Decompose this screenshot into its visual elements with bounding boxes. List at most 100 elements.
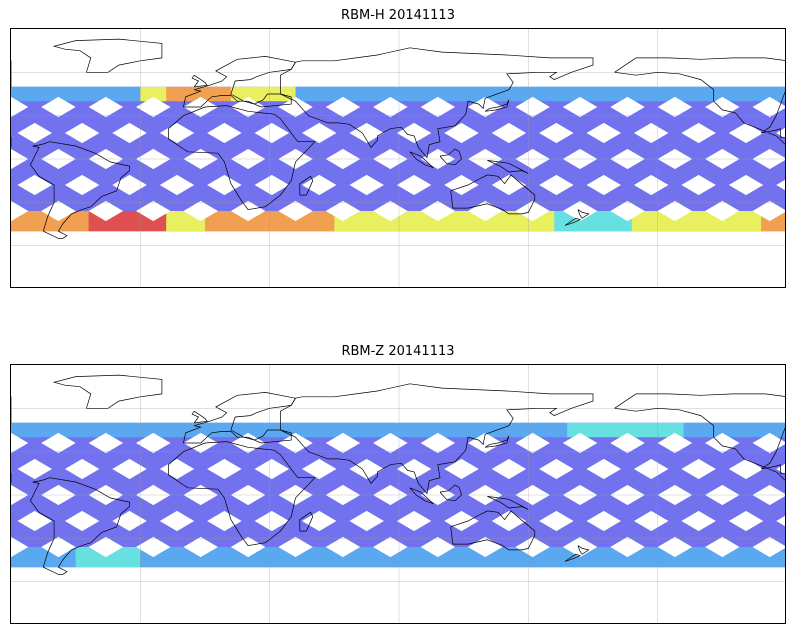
swath-cell — [463, 547, 478, 568]
swath-gap — [515, 96, 550, 118]
swath-cell — [166, 422, 180, 438]
swath-cell — [593, 422, 607, 438]
coastline-new-zealand-s — [564, 553, 582, 562]
coastline-new-zealand-n — [577, 545, 590, 555]
swath-cell — [114, 86, 128, 102]
swath-gap — [325, 200, 361, 222]
swath-cell — [631, 422, 646, 438]
swath-cell — [774, 211, 785, 232]
swath-cell — [437, 86, 452, 102]
swath-cell — [23, 422, 38, 438]
coastline-madagascar — [299, 175, 314, 196]
map-panel-rbm-z — [10, 364, 786, 624]
swath-cell — [36, 422, 51, 438]
swath-cell — [774, 86, 785, 102]
swath-cell — [308, 211, 322, 232]
swath-gap — [491, 122, 527, 144]
swath-cell — [748, 211, 762, 232]
swath-gap — [254, 458, 290, 480]
swath-cell — [593, 547, 607, 568]
coastline-australia — [450, 174, 536, 215]
swath-cell — [334, 422, 348, 438]
swath-gap — [491, 458, 527, 480]
swath-cell — [515, 86, 529, 102]
swath-cell — [321, 211, 335, 232]
swath-cell — [605, 422, 620, 438]
swath-gap — [705, 96, 740, 118]
swath-cell — [62, 422, 77, 438]
swath-cell — [644, 547, 659, 568]
coastline-north-america — [614, 393, 785, 481]
swath-gap — [610, 432, 645, 454]
coastline-japan — [485, 99, 510, 112]
swath-gap — [681, 174, 716, 196]
coastline-europe — [183, 56, 297, 108]
swath-gap — [41, 536, 76, 558]
swath-cell — [49, 422, 64, 438]
swath-gap — [41, 96, 76, 118]
swath-gap — [64, 122, 100, 144]
swath-cell — [424, 422, 439, 438]
coastline-south-america — [29, 477, 130, 575]
swath-cell — [217, 211, 232, 232]
swath-gap — [467, 432, 503, 454]
swath-cell — [347, 86, 361, 102]
swath-gap — [515, 536, 550, 558]
swath-gap — [752, 536, 785, 558]
swath-cell — [23, 86, 38, 102]
coastline-africa — [168, 105, 316, 210]
swath-cell — [308, 86, 322, 102]
swath-cell — [437, 422, 452, 438]
swath-gap — [207, 510, 242, 532]
swath-cell — [618, 86, 633, 102]
swath-cell — [748, 422, 762, 438]
swath-cell — [580, 422, 594, 438]
coastline-borneo — [439, 484, 462, 502]
swath-cell — [605, 86, 620, 102]
swath-cell — [502, 422, 516, 438]
swath-cell — [593, 211, 607, 232]
swath-cell — [217, 422, 232, 438]
swath-cell — [179, 86, 193, 102]
swath-gap — [17, 510, 52, 532]
swath-cell — [735, 211, 749, 232]
coastline-greenland — [52, 374, 163, 409]
swath-gap — [136, 432, 171, 454]
swath-cell — [580, 86, 594, 102]
swath-cell — [774, 547, 785, 568]
swath-gap — [586, 122, 622, 144]
swath-cell — [269, 211, 284, 232]
swath-cell — [502, 211, 516, 232]
coastline-new-guinea — [487, 160, 529, 174]
swath-gap — [705, 200, 740, 222]
swath-cell — [399, 422, 413, 438]
swath-cell — [256, 547, 271, 568]
swath-gap — [64, 510, 100, 532]
swath-gap — [657, 536, 693, 558]
swath-cell — [657, 422, 672, 438]
coastline-borneo — [439, 148, 462, 166]
swath-cell — [88, 86, 103, 102]
swath-cell — [230, 422, 245, 438]
swath-cell — [282, 86, 297, 102]
swath-gap — [396, 510, 432, 532]
swath-gap — [586, 174, 622, 196]
swath-cell — [567, 422, 581, 438]
swath-gap — [254, 122, 290, 144]
swath-cell — [618, 422, 633, 438]
swath-gap — [136, 96, 171, 118]
swath-gap — [302, 122, 337, 144]
swath-cell — [644, 211, 659, 232]
swath-cell — [541, 211, 555, 232]
swath-gap — [159, 174, 195, 196]
swath-cell — [114, 547, 128, 568]
swath-gap — [17, 174, 52, 196]
swath-cell — [192, 86, 206, 102]
coastline-sumatra — [409, 487, 434, 505]
swath-cell — [399, 86, 413, 102]
swath-cell — [709, 422, 723, 438]
swath-cell — [399, 547, 413, 568]
swath-cell — [308, 547, 322, 568]
swath-cell — [269, 547, 284, 568]
swath-gap — [633, 510, 669, 532]
